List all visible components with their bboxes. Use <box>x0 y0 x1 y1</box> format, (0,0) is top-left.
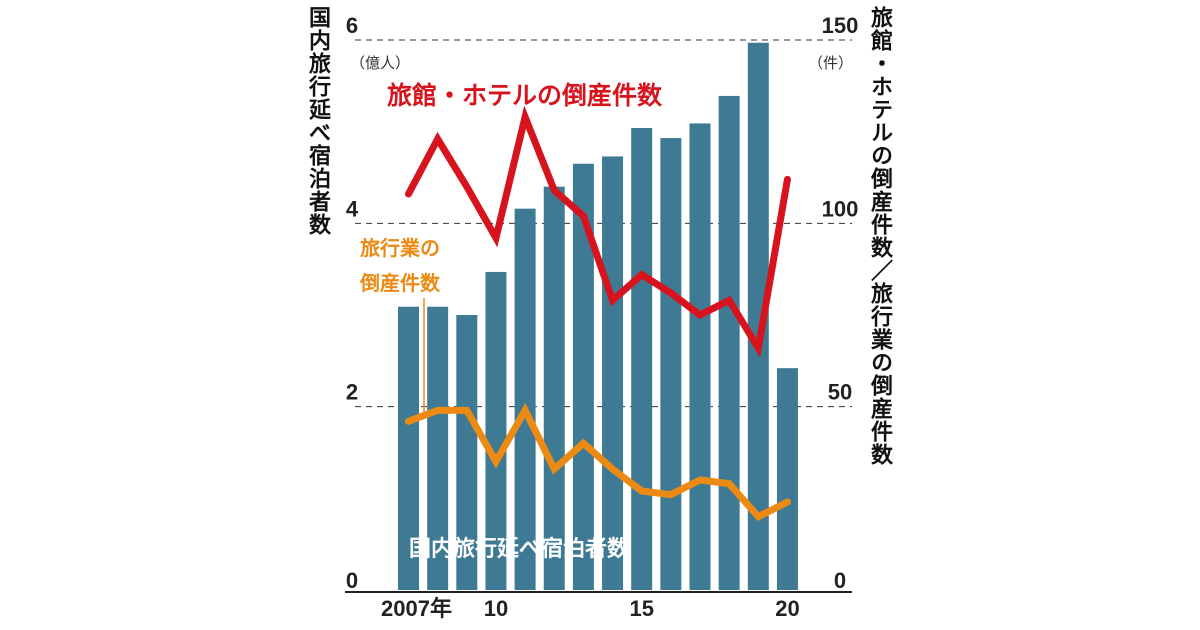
left-tick-label: 4 <box>346 196 359 221</box>
hotel-series-label: 旅館・ホテルの倒産件数 <box>387 81 663 110</box>
bar-2014 <box>602 156 624 590</box>
left-tick-label: 2 <box>346 380 358 405</box>
bar-2009 <box>456 315 478 590</box>
x-tick-label: 10 <box>484 596 508 621</box>
right-tick-label: 50 <box>828 380 852 405</box>
right-line-旅行業の倒産件数 <box>405 402 791 522</box>
bar-2018 <box>718 95 740 591</box>
x-tick-label: 20 <box>775 596 799 621</box>
bar-2016 <box>660 138 682 591</box>
left-tick-label: 6 <box>346 13 358 38</box>
travel-series-label-2: 倒産件数 <box>359 271 441 295</box>
travel-series-label-1: 旅行業の <box>360 236 440 260</box>
bar-2010 <box>485 271 507 590</box>
x-tick-label: 2007年 <box>381 596 452 621</box>
right-unit: （件） <box>808 54 853 72</box>
right-tick-label: 0 <box>834 568 846 593</box>
right-line-旅館・ホテルの倒産件数 <box>405 105 791 358</box>
left-unit: （億人） <box>350 54 410 72</box>
right-tick-label: 100 <box>822 196 859 221</box>
left-axis-title: 国内旅行延べ宿泊者数 <box>305 6 330 236</box>
right-axis-title: 旅館・ホテルの倒産件数／旅行業の倒産件数 <box>867 6 892 466</box>
bar-2007 <box>398 306 419 590</box>
bar-2008 <box>427 306 449 590</box>
right-tick-label: 150 <box>822 13 859 38</box>
bar-2013 <box>572 163 594 590</box>
bar-2011 <box>514 208 536 590</box>
bar-2019 <box>747 42 769 590</box>
bar-series-label: 国内旅行延べ宿泊者数 <box>409 536 630 562</box>
left-tick-label: 0 <box>346 568 358 593</box>
bar-2017 <box>689 123 711 591</box>
bar-2020 <box>776 368 798 590</box>
bar-2012 <box>543 186 565 590</box>
bar-2015 <box>631 128 653 590</box>
x-tick-label: 15 <box>629 596 653 621</box>
